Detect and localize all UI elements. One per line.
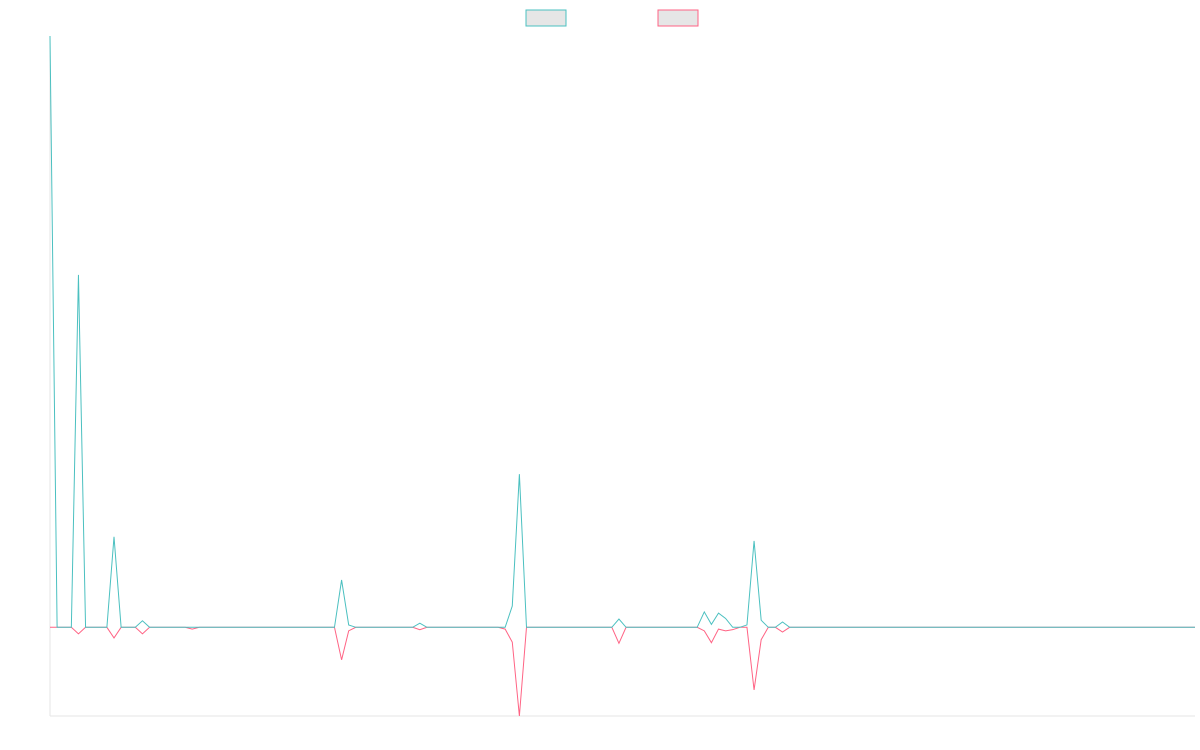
series-line bbox=[49, 35, 1195, 628]
legend-swatch[interactable] bbox=[657, 9, 699, 27]
legend-swatch[interactable] bbox=[525, 9, 567, 27]
series-line bbox=[50, 626, 1195, 717]
